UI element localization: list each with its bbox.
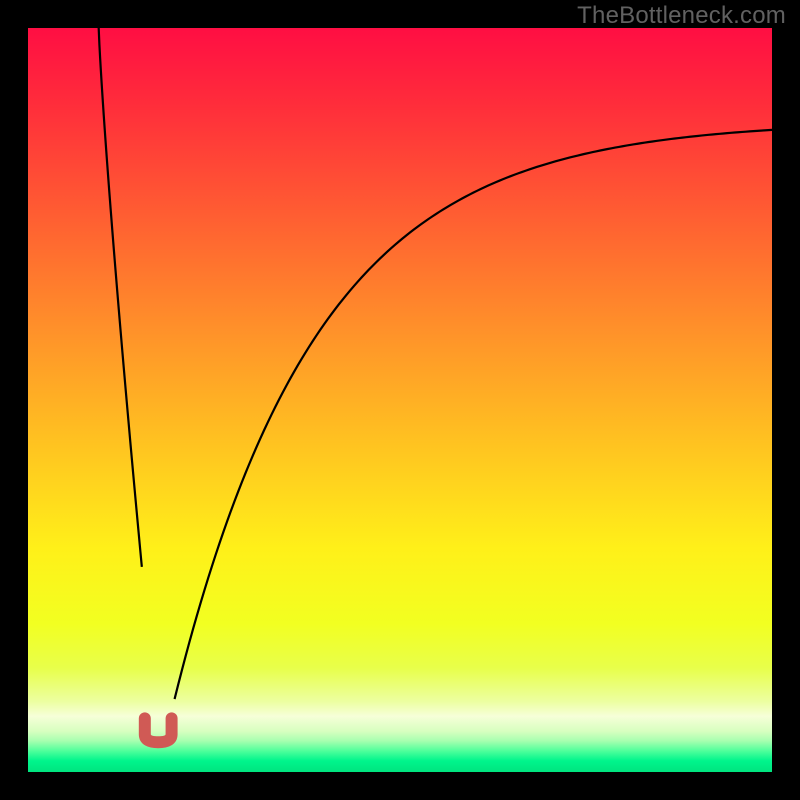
watermark-text: TheBottleneck.com bbox=[577, 2, 786, 30]
gradient-plot bbox=[0, 0, 800, 800]
